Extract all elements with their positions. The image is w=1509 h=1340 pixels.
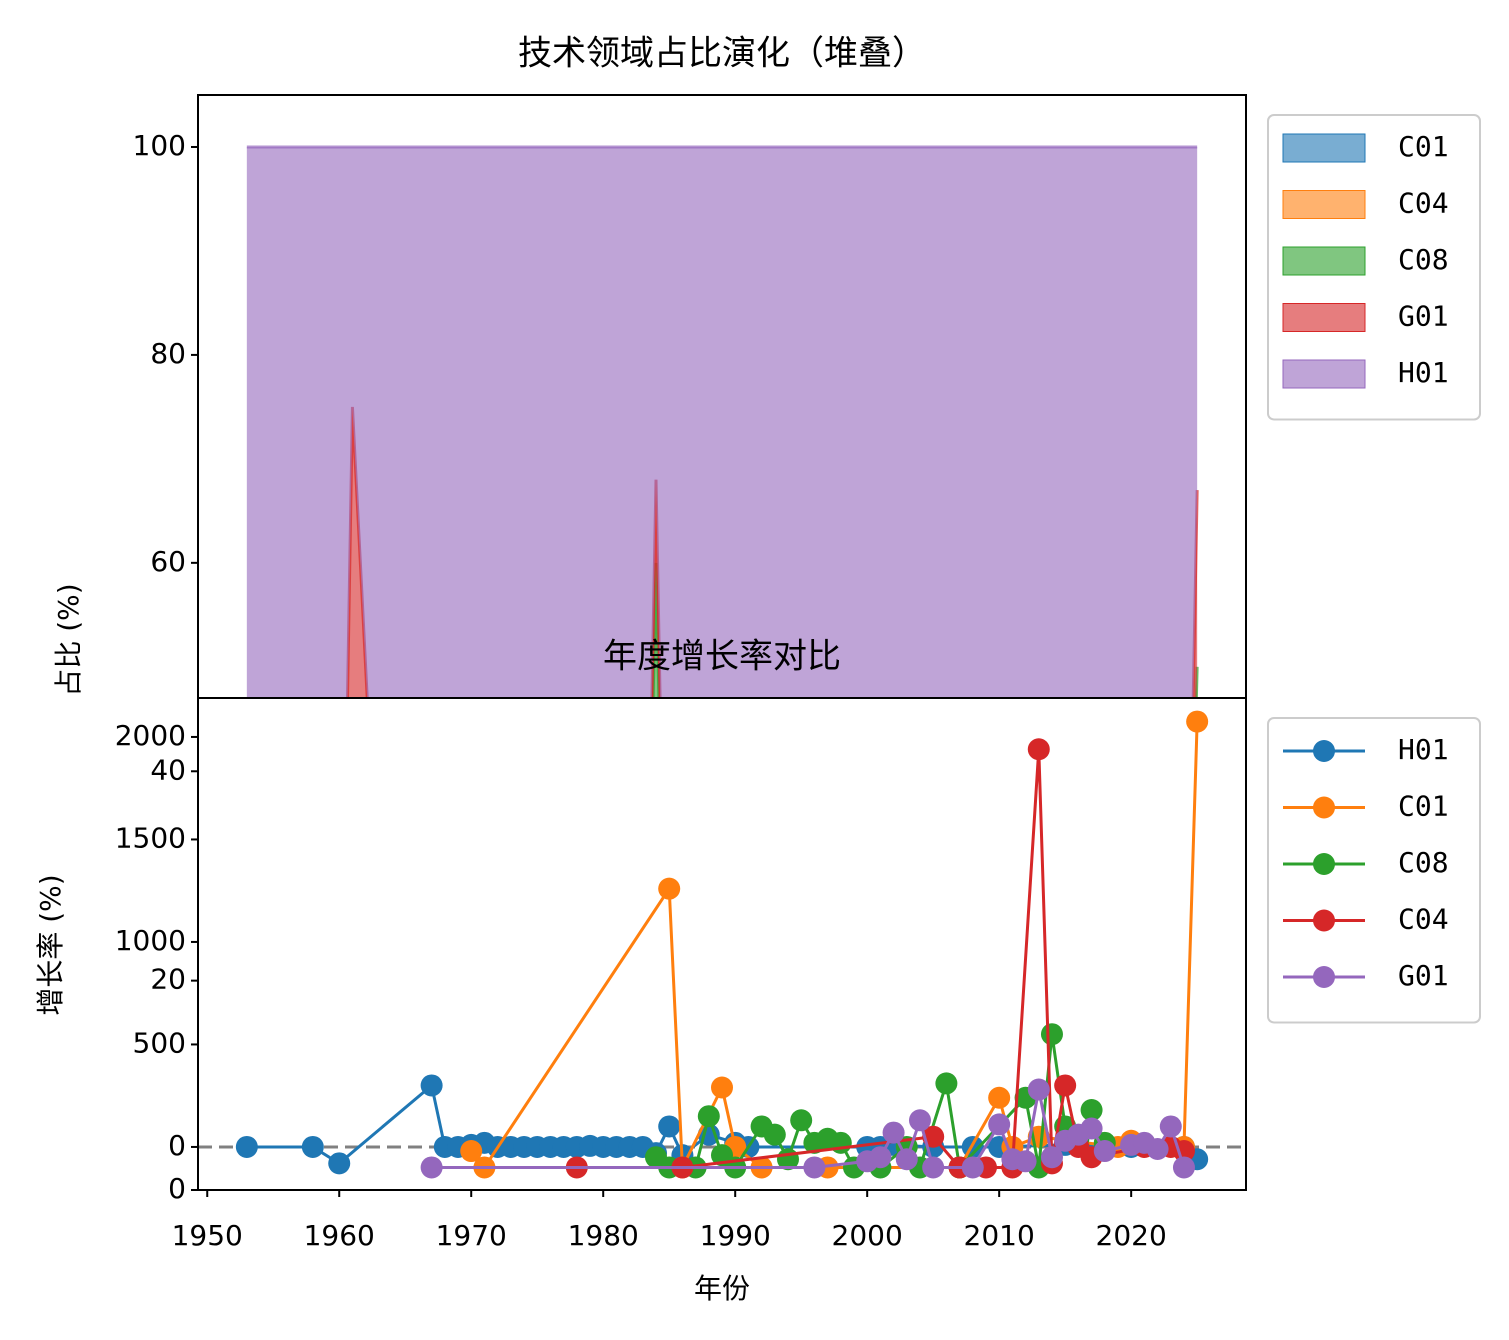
x-tick-label: 1950	[172, 1219, 243, 1252]
x-axis-label: 年份	[694, 1272, 750, 1305]
legend-label: C01	[1398, 790, 1449, 823]
y-tick-label: 100	[133, 129, 186, 162]
point	[895, 1148, 918, 1171]
point	[1093, 1140, 1116, 1163]
legend-label: C08	[1398, 243, 1449, 276]
x-tick-label: 2020	[1096, 1219, 1167, 1252]
point	[1027, 738, 1050, 761]
x-tick-label: 1980	[568, 1219, 639, 1252]
legend-marker	[1313, 909, 1335, 932]
point	[908, 1109, 931, 1132]
point	[1040, 1023, 1063, 1046]
x-tick-label: 2000	[832, 1219, 903, 1252]
point	[1159, 1115, 1182, 1138]
y-axis-label: 占比 (%)	[52, 583, 85, 696]
point	[420, 1074, 443, 1097]
point	[988, 1113, 1011, 1136]
point	[790, 1109, 813, 1132]
point	[1080, 1117, 1103, 1140]
y-tick-label: 2000	[115, 719, 186, 752]
y-tick-label: 500	[133, 1026, 186, 1059]
point	[935, 1072, 958, 1095]
y-axis-label: 增长率 (%)	[34, 874, 67, 1015]
legend-label: H01	[1398, 733, 1449, 766]
point	[658, 877, 681, 900]
point	[420, 1156, 443, 1179]
chart-title: 年度增长率对比	[603, 637, 841, 677]
legend-label: C04	[1398, 187, 1449, 220]
legend-swatch	[1282, 133, 1366, 163]
legend-label: C01	[1398, 130, 1449, 163]
x-tick-label: 1960	[304, 1219, 375, 1252]
point	[763, 1123, 786, 1146]
plot-layer	[246, 145, 1199, 698]
point	[1146, 1138, 1169, 1160]
legend-label: C04	[1398, 903, 1449, 936]
point	[882, 1121, 905, 1144]
point	[922, 1156, 945, 1179]
y-tick-label: 80	[150, 337, 186, 370]
point	[1027, 1078, 1050, 1101]
axes-frame	[197, 697, 1247, 1191]
chart-title: 技术领域占比演化（堆叠）	[518, 34, 926, 74]
legend-marker	[1313, 796, 1335, 819]
x-tick-label: 1990	[700, 1219, 771, 1252]
point	[803, 1156, 826, 1179]
point	[711, 1076, 733, 1099]
legend-swatch	[1282, 246, 1366, 276]
point	[301, 1135, 324, 1158]
point	[235, 1135, 258, 1158]
y-tick-label: 1500	[115, 821, 186, 854]
x-tick-label: 1970	[436, 1219, 507, 1252]
point	[1080, 1099, 1103, 1122]
legend-label: H01	[1398, 356, 1449, 389]
point	[961, 1156, 984, 1179]
plot-layer	[198, 710, 1246, 1179]
point	[988, 1086, 1011, 1109]
legend-swatch	[1282, 190, 1366, 219]
area	[246, 146, 1198, 698]
legend-marker	[1313, 966, 1335, 988]
legend-label: G01	[1398, 300, 1449, 333]
x-tick-label: 2010	[964, 1219, 1035, 1252]
point	[460, 1140, 483, 1163]
legend-box	[1267, 717, 1481, 1024]
y2-tick-label: 40	[150, 753, 186, 786]
legend-swatch	[1282, 303, 1366, 332]
y-tick-label: 60	[150, 545, 186, 578]
point	[1186, 710, 1209, 733]
point	[658, 1115, 681, 1138]
point	[829, 1131, 852, 1154]
point	[869, 1146, 892, 1169]
y-tick-label: 0	[168, 1129, 186, 1162]
y-tick-label: 1000	[115, 924, 186, 957]
point	[1172, 1156, 1195, 1179]
point	[328, 1152, 351, 1175]
legend-swatch	[1282, 359, 1366, 389]
point	[1040, 1146, 1063, 1169]
y2-tick-label: 20	[150, 963, 186, 996]
point	[922, 1125, 945, 1148]
legend-label: C08	[1398, 846, 1449, 879]
legend-marker	[1313, 740, 1335, 762]
point	[1054, 1074, 1077, 1097]
point	[1014, 1150, 1037, 1173]
legend-label: G01	[1398, 959, 1449, 992]
y2-tick-label: 0	[168, 1172, 186, 1205]
point	[697, 1105, 720, 1128]
legend-marker	[1313, 853, 1335, 875]
